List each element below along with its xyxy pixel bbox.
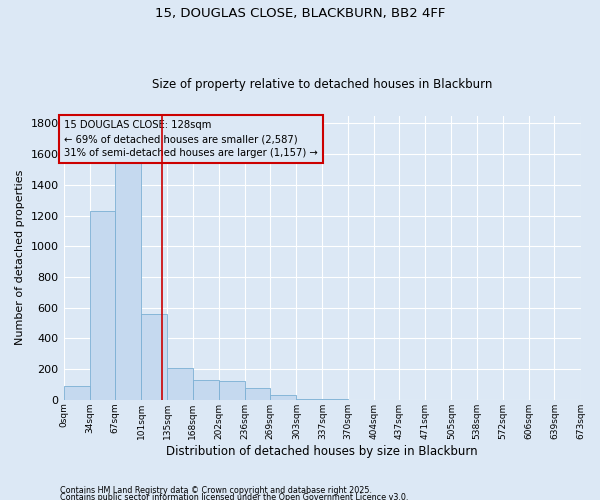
Bar: [115, 148, 141, 400]
Bar: [322, 399, 348, 400]
X-axis label: Distribution of detached houses by size in Blackburn: Distribution of detached houses by size …: [166, 444, 478, 458]
Bar: [270, 395, 296, 400]
Text: Contains public sector information licensed under the Open Government Licence v3: Contains public sector information licen…: [60, 494, 409, 500]
Text: Contains HM Land Registry data © Crown copyright and database right 2025.: Contains HM Land Registry data © Crown c…: [60, 486, 372, 495]
Title: Size of property relative to detached houses in Blackburn: Size of property relative to detached ho…: [152, 78, 492, 91]
Bar: [245, 388, 270, 400]
Bar: [141, 314, 167, 400]
Bar: [193, 380, 219, 400]
Text: 15 DOUGLAS CLOSE: 128sqm
← 69% of detached houses are smaller (2,587)
31% of sem: 15 DOUGLAS CLOSE: 128sqm ← 69% of detach…: [64, 120, 318, 158]
Bar: [64, 386, 89, 400]
Y-axis label: Number of detached properties: Number of detached properties: [15, 170, 25, 346]
Bar: [296, 399, 322, 400]
Bar: [89, 211, 115, 400]
Text: 15, DOUGLAS CLOSE, BLACKBURN, BB2 4FF: 15, DOUGLAS CLOSE, BLACKBURN, BB2 4FF: [155, 8, 445, 20]
Bar: [219, 382, 245, 400]
Bar: [167, 368, 193, 400]
